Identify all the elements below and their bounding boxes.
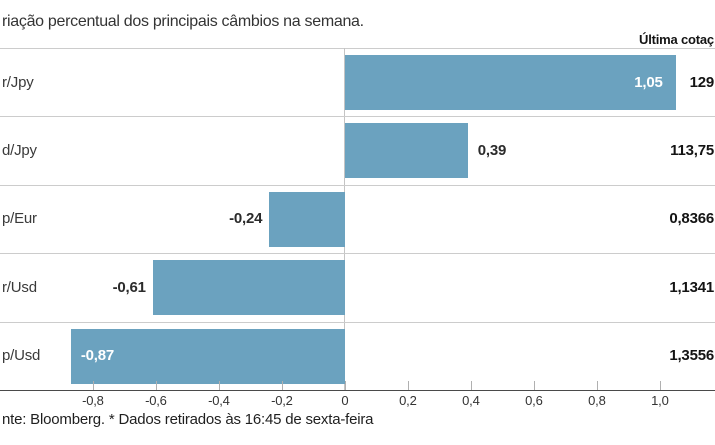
- bar-value-label: -0,24: [229, 210, 263, 228]
- tick-mark: [533, 381, 535, 390]
- x-axis-tick: -0,4: [197, 381, 241, 408]
- row-separator: [0, 116, 715, 118]
- bar-value-label: -0,87: [80, 347, 115, 365]
- bar: [344, 55, 676, 110]
- tick-label: -0,4: [208, 393, 230, 408]
- x-axis-tick: -0,2: [260, 381, 304, 408]
- tick-mark: [344, 381, 346, 390]
- last-quote-column-header: Última cotaç: [639, 32, 714, 47]
- tick-label: -0,8: [82, 393, 104, 408]
- tick-mark: [470, 381, 472, 390]
- currency-pair-label: d/Jpy: [2, 142, 37, 160]
- last-quote-value: 113,75: [670, 142, 714, 160]
- chart-row: d/Jpy 0,39 113,75: [0, 116, 715, 184]
- currency-pair-label: r/Jpy: [2, 73, 34, 91]
- last-quote-value: 0,8366: [669, 210, 714, 228]
- bar: [344, 123, 468, 179]
- tick-label: 0: [341, 393, 349, 408]
- row-separator: [0, 184, 715, 186]
- tick-label: 0,2: [399, 393, 417, 408]
- tick-label: -0,2: [271, 393, 293, 408]
- tick-mark: [407, 381, 409, 390]
- tick-mark: [596, 381, 598, 390]
- chart-top-border: [0, 48, 715, 49]
- chart-row: p/Eur -0,24 0,8366: [0, 184, 715, 253]
- x-axis-tick: 0,2: [386, 381, 430, 408]
- x-axis-ticks: -0,8 -0,6 -0,4 -0,2 0 0,2 0,4 0,6 0,8 1,…: [0, 381, 715, 408]
- bar: [269, 191, 345, 247]
- x-axis-tick: 0,6: [512, 381, 556, 408]
- bar: [152, 260, 345, 316]
- currency-pair-label: r/Usd: [2, 278, 37, 296]
- bar: [70, 328, 345, 384]
- x-axis-tick: -0,6: [134, 381, 178, 408]
- currency-pair-label: p/Eur: [2, 210, 37, 228]
- tick-label: 0,4: [462, 393, 480, 408]
- x-axis-tick: 0,8: [575, 381, 619, 408]
- source-note: nte: Bloomberg. * Dados retirados às 16:…: [2, 411, 374, 428]
- tick-mark: [281, 381, 283, 390]
- row-separator: [0, 253, 715, 255]
- tick-label: -0,6: [145, 393, 167, 408]
- zero-baseline: [344, 48, 346, 390]
- chart-row: p/Usd -0,87 1,3556: [0, 321, 715, 390]
- bar-value-label: -0,61: [112, 278, 146, 296]
- bar-value-label: 1,05: [634, 73, 663, 91]
- bar-value-label: 0,39: [477, 142, 507, 160]
- tick-mark: [92, 381, 94, 390]
- currency-pair-label: p/Usd: [2, 347, 41, 365]
- chart-row: r/Usd -0,61 1,1341: [0, 253, 715, 321]
- tick-mark: [155, 381, 157, 390]
- last-quote-value: 129: [689, 73, 715, 91]
- tick-mark: [659, 381, 661, 390]
- tick-label: 0,8: [588, 393, 606, 408]
- x-axis-tick: 0,4: [449, 381, 493, 408]
- x-axis-tick: -0,8: [71, 381, 115, 408]
- row-separator: [0, 321, 715, 323]
- tick-label: 0,6: [525, 393, 543, 408]
- x-axis-line: [0, 390, 715, 391]
- chart-row: r/Jpy 1,05 129: [0, 48, 715, 116]
- last-quote-value: 1,1341: [669, 278, 714, 296]
- chart-title: riação percentual dos principais câmbios…: [2, 13, 364, 30]
- last-quote-value: 1,3556: [669, 347, 714, 365]
- tick-label: 1,0: [651, 393, 669, 408]
- x-axis-tick: 0: [323, 381, 367, 408]
- tick-mark: [218, 381, 220, 390]
- x-axis-tick: 1,0: [638, 381, 682, 408]
